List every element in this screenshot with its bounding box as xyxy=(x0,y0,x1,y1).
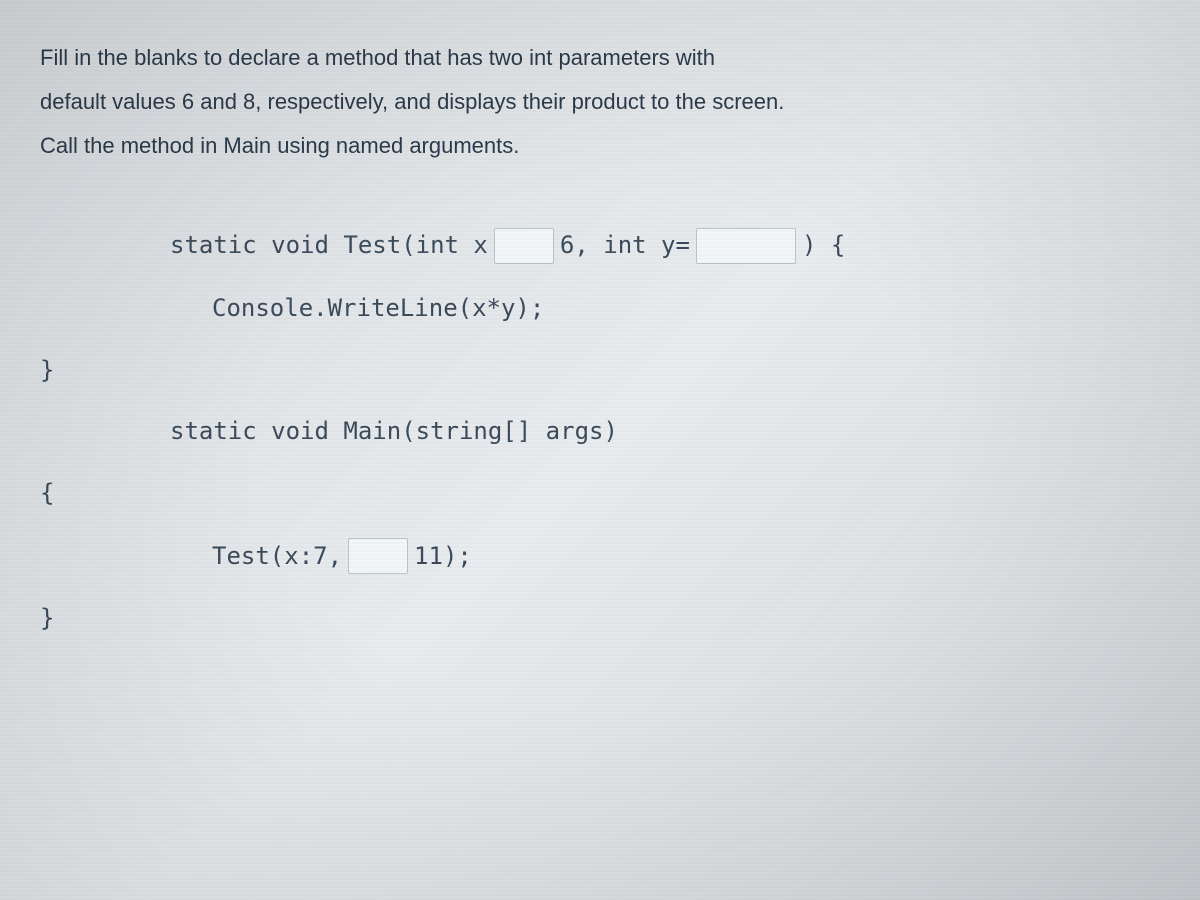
instruction-text: Fill in the blanks to declare a method t… xyxy=(40,36,1160,168)
code-line-4: static void Main(string[] args) xyxy=(170,415,1160,449)
instruction-line-3: Call the method in Main using named argu… xyxy=(40,124,1160,168)
code-text: static void Main(string[] args) xyxy=(170,415,618,449)
code-line-6: Test(x:7, 11); xyxy=(170,538,1160,574)
instruction-line-2: default values 6 and 8, respectively, an… xyxy=(40,80,1160,124)
code-text: 6, int y= xyxy=(560,229,690,263)
code-block: static void Test(int x 6, int y= ) { Con… xyxy=(40,228,1160,636)
exercise-panel: Fill in the blanks to declare a method t… xyxy=(0,0,1200,704)
code-line-3: } xyxy=(40,354,1160,388)
code-text: Test(x:7, xyxy=(212,540,342,574)
instruction-line-1: Fill in the blanks to declare a method t… xyxy=(40,36,1160,80)
blank-1-operator[interactable] xyxy=(494,228,554,264)
blank-3-named-arg[interactable] xyxy=(348,538,408,574)
blank-2-default-y[interactable] xyxy=(696,228,796,264)
code-text: } xyxy=(40,602,54,636)
code-text: } xyxy=(40,354,54,388)
code-line-7: } xyxy=(40,602,1160,636)
code-text: ) { xyxy=(802,229,845,263)
code-line-1: static void Test(int x 6, int y= ) { xyxy=(170,228,1160,264)
code-text: Console.WriteLine(x*y); xyxy=(212,292,544,326)
code-text: static void Test(int x xyxy=(170,229,488,263)
code-text: { xyxy=(40,477,54,511)
code-text: 11); xyxy=(414,540,472,574)
code-line-2: Console.WriteLine(x*y); xyxy=(170,292,1160,326)
code-line-5: { xyxy=(40,477,1160,511)
